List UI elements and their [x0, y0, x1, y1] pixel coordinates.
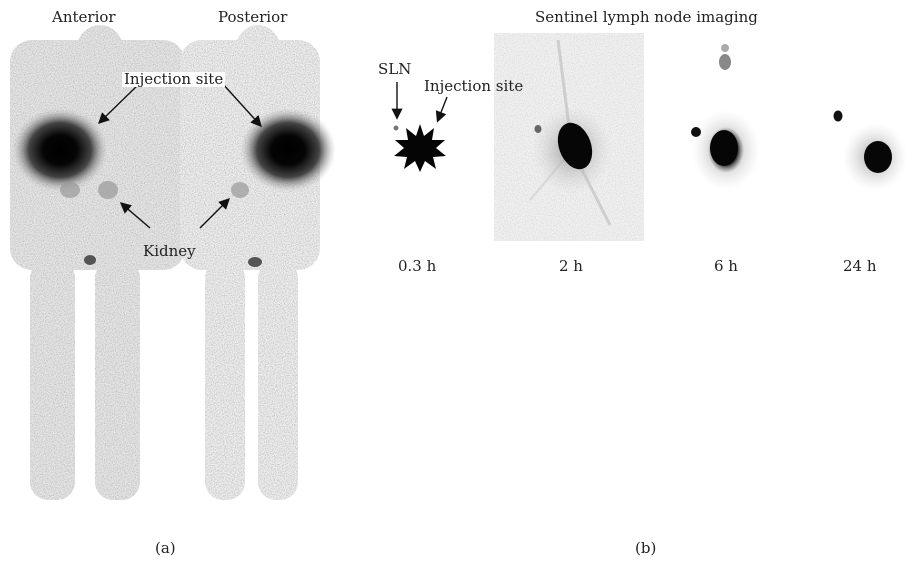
- kidney-arrow-posterior: [199, 198, 230, 229]
- timepoint-0-3h: 0.3 h: [398, 257, 437, 275]
- sln-label: SLN: [378, 60, 412, 78]
- sln-image-6h: [691, 44, 760, 190]
- caption-a: (a): [155, 539, 176, 557]
- timepoint-6h: 6 h: [714, 257, 738, 275]
- panel-b-title: Sentinel lymph node imaging: [535, 8, 758, 26]
- sln-image-0-3h: [393, 124, 446, 172]
- injection-site-label-a: Injection site: [122, 70, 226, 88]
- sln-image-24h: [833, 110, 907, 191]
- kidney-label: Kidney: [143, 242, 196, 260]
- injection-site-label-b: Injection site: [424, 77, 524, 95]
- injection-arrow-posterior: [221, 82, 262, 128]
- caption-b: (b): [635, 539, 657, 557]
- injection-arrow-anterior: [97, 82, 141, 124]
- sln-image-2h: [494, 33, 644, 241]
- timepoint-24h: 24 h: [843, 257, 877, 275]
- anterior-body-image: [10, 25, 185, 500]
- anterior-label: Anterior: [52, 8, 116, 26]
- posterior-body-image: [180, 25, 336, 500]
- timepoint-2h: 2 h: [559, 257, 583, 275]
- injection-arrow-0-3h: [435, 96, 448, 123]
- posterior-label: Posterior: [218, 8, 288, 26]
- kidney-arrow-anterior: [119, 202, 151, 229]
